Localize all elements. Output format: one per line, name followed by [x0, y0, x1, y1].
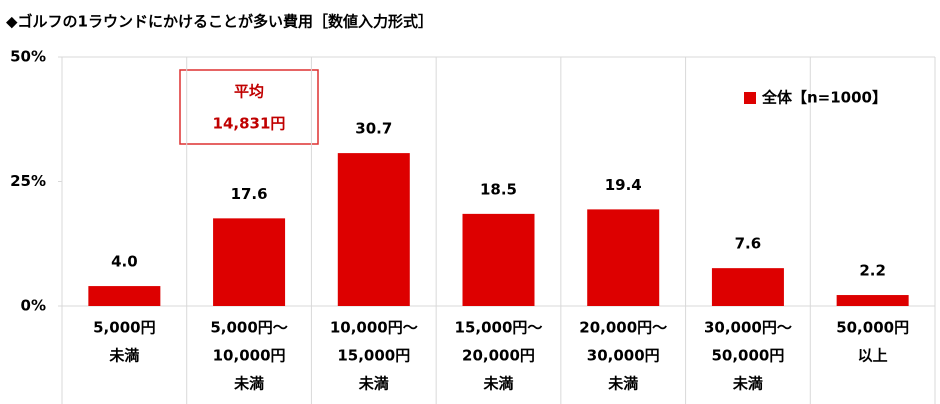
value-label: 17.6 [231, 185, 268, 203]
bar [711, 268, 784, 306]
x-tick-label: 50,000円 [836, 319, 909, 337]
chart-title: ◆ゴルフの1ラウンドにかけることが多い費用［数値入力形式］ [6, 13, 433, 31]
y-tick-label: 50% [10, 48, 46, 66]
x-tick-label: 15,000円～ [455, 319, 543, 337]
x-tick-label: 未満 [607, 375, 638, 393]
x-tick-label: 15,000円 [337, 347, 410, 365]
legend-label: 全体【n=1000】 [761, 89, 887, 107]
y-tick-label: 0% [21, 297, 46, 315]
x-tick-label: 30,000円 [587, 347, 660, 365]
x-tick-label: 以上 [858, 347, 888, 365]
x-tick-label: 未満 [108, 347, 139, 365]
x-tick-label: 20,000円 [462, 347, 535, 365]
y-tick-label: 25% [10, 172, 46, 190]
x-tick-label: 20,000円～ [579, 319, 667, 337]
value-label: 2.2 [859, 262, 886, 280]
bar [213, 218, 286, 306]
bar [587, 209, 660, 306]
bar [462, 213, 535, 306]
bar [836, 295, 909, 306]
x-tick-label: 10,000円 [213, 347, 286, 365]
x-tick-label: 10,000円～ [330, 319, 418, 337]
x-tick-label: 未満 [732, 375, 763, 393]
bar [88, 286, 161, 306]
x-tick-label: 5,000円 [93, 319, 155, 337]
x-tick-label: 未満 [358, 375, 389, 393]
value-label: 19.4 [605, 176, 642, 194]
value-label: 30.7 [355, 120, 392, 138]
x-tick-label: 5,000円～ [210, 319, 287, 337]
value-label: 18.5 [480, 180, 517, 198]
annotation-box [179, 69, 319, 145]
x-tick-label: 50,000円 [711, 347, 784, 365]
x-tick-label: 30,000円～ [704, 319, 792, 337]
value-label: 7.6 [735, 235, 762, 253]
annotation: 平均 [234, 83, 264, 101]
annotation: 14,831円 [213, 115, 286, 133]
bar [337, 153, 410, 306]
x-tick-label: 未満 [482, 375, 513, 393]
legend-swatch [744, 92, 756, 104]
value-label: 4.0 [111, 253, 138, 271]
x-tick-label: 未満 [233, 375, 264, 393]
